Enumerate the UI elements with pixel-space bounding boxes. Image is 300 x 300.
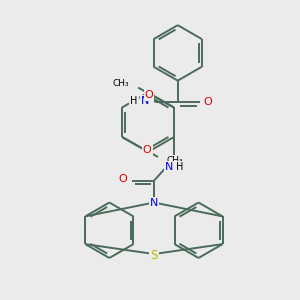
Text: O: O bbox=[145, 89, 153, 100]
Text: S: S bbox=[150, 248, 158, 262]
Text: N: N bbox=[141, 97, 149, 106]
Text: N: N bbox=[150, 199, 158, 208]
Text: CH₃: CH₃ bbox=[167, 156, 184, 165]
Text: CH₃: CH₃ bbox=[112, 79, 129, 88]
Text: O: O bbox=[119, 174, 128, 184]
Text: N: N bbox=[165, 162, 173, 172]
Text: O: O bbox=[143, 145, 152, 155]
Text: H: H bbox=[130, 97, 138, 106]
Text: H: H bbox=[176, 162, 183, 172]
Text: O: O bbox=[203, 98, 212, 107]
